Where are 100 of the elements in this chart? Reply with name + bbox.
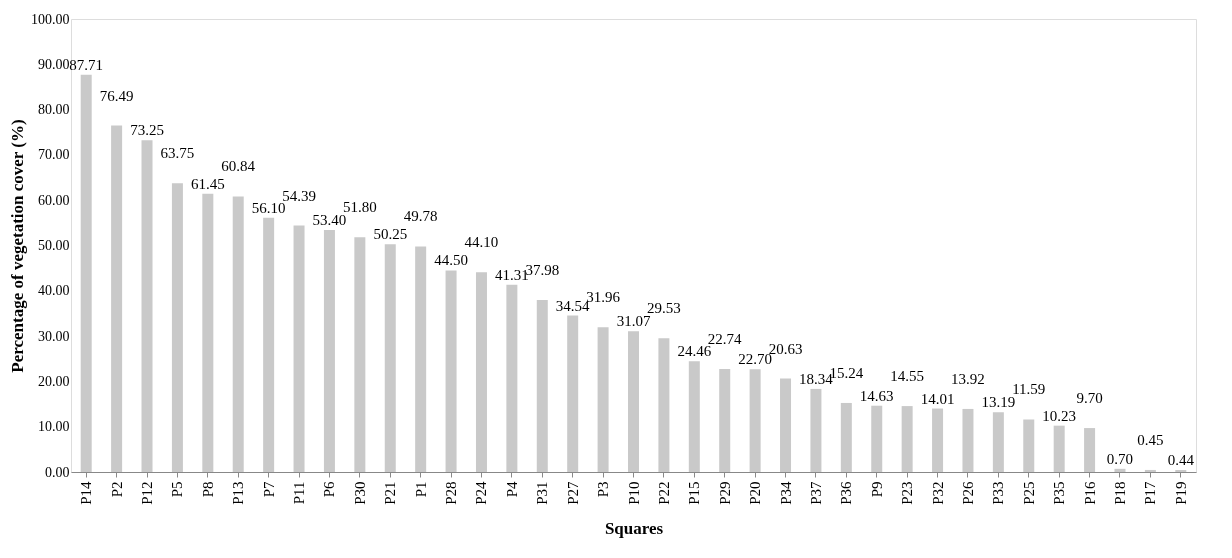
bar: [111, 125, 123, 472]
x-tick-label: P29: [716, 481, 733, 505]
x-tick-label: P36: [838, 481, 855, 505]
x-tick-label: P18: [1111, 481, 1128, 505]
bar: [445, 270, 457, 472]
x-tick-label: P25: [1020, 481, 1037, 505]
data-label: 50.25: [373, 226, 408, 243]
data-label: 9.70: [1076, 390, 1103, 407]
x-tick-label: P16: [1081, 481, 1098, 505]
data-label: 87.71: [69, 56, 104, 73]
y-tick-label: 100.00: [31, 11, 70, 27]
data-label: 0.45: [1137, 431, 1164, 448]
x-tick-label: P23: [899, 481, 916, 505]
bar: [658, 338, 670, 472]
bar: [871, 405, 883, 472]
x-tick-label: P17: [1142, 481, 1159, 505]
bar: [232, 196, 244, 472]
bar: [901, 406, 913, 472]
x-tick-label: P35: [1051, 481, 1068, 505]
x-tick-label: P5: [169, 481, 186, 498]
x-tick-label: P32: [929, 481, 946, 505]
bar: [567, 315, 579, 472]
data-label: 44.50: [434, 252, 468, 269]
x-tick-label: P31: [534, 481, 551, 505]
data-label: 49.78: [403, 208, 438, 225]
bar: [688, 361, 700, 472]
x-tick-label: P30: [351, 481, 368, 505]
bar: [1144, 469, 1156, 472]
bar: [932, 408, 944, 472]
data-label: 37.98: [525, 261, 560, 278]
bar: [1053, 425, 1065, 472]
bar: [597, 327, 609, 472]
x-tick-label: P33: [990, 481, 1007, 505]
x-tick-label: P11: [291, 481, 308, 505]
data-label: 44.10: [464, 234, 499, 251]
bar: [141, 140, 153, 472]
x-tick-label: P1: [412, 481, 429, 498]
bar: [1114, 468, 1126, 472]
x-tick-label: P9: [868, 481, 885, 498]
y-tick-label: 80.00: [38, 102, 70, 118]
bar: [293, 225, 305, 472]
x-tick-label: P3: [595, 481, 612, 498]
y-tick-label: 50.00: [38, 238, 70, 253]
bar: [810, 388, 822, 472]
data-label: 73.25: [130, 122, 164, 139]
bar: [323, 230, 335, 472]
bar: [384, 244, 396, 472]
bar: [536, 299, 548, 472]
y-tick-label: 30.00: [38, 328, 70, 344]
bar: [628, 331, 639, 472]
x-tick-label: P19: [1172, 481, 1189, 505]
y-axis-title: Percentage of vegetation cover (%): [8, 119, 27, 373]
x-tick-label: P12: [139, 481, 156, 505]
y-tick-label: 0.00: [45, 464, 70, 480]
bar: [992, 412, 1004, 472]
x-tick-label: P13: [230, 481, 247, 505]
data-label: 0.44: [1167, 452, 1195, 469]
x-tick-label: P4: [503, 481, 520, 498]
bar: [749, 369, 761, 472]
x-tick-label: P2: [108, 481, 125, 498]
x-tick-label: P15: [686, 481, 703, 505]
data-label: 54.39: [282, 187, 316, 204]
bar: [719, 368, 731, 472]
data-label: 0.70: [1106, 450, 1134, 467]
x-tick-label: P14: [78, 481, 95, 505]
x-tick-label: P22: [655, 481, 672, 505]
bar: [780, 378, 792, 472]
bar: [354, 237, 366, 472]
data-label: 14.01: [920, 390, 955, 407]
bar: [202, 193, 214, 472]
x-tick-label: P7: [260, 481, 277, 498]
data-label: 10.23: [1042, 407, 1077, 424]
x-tick-label: P27: [564, 481, 581, 505]
x-tick-label: P21: [382, 481, 399, 505]
x-tick-label: P37: [807, 481, 824, 505]
y-tick-label: 20.00: [38, 373, 70, 389]
x-tick-label: P34: [777, 481, 794, 505]
x-tick-label: P20: [747, 481, 764, 505]
data-label: 60.84: [221, 158, 256, 175]
data-label: 14.63: [859, 387, 894, 404]
y-tick-label: 40.00: [38, 283, 70, 299]
bar: [80, 74, 92, 472]
y-tick-label: 70.00: [38, 147, 70, 163]
y-tick-label: 10.00: [38, 419, 70, 435]
x-tick-label: P26: [959, 481, 976, 505]
bar: [840, 402, 852, 472]
y-tick-label: 90.00: [38, 56, 70, 72]
x-tick-label: P28: [443, 481, 460, 505]
data-label: 61.45: [190, 175, 225, 192]
bar: [506, 284, 518, 472]
data-label: 18.34: [799, 370, 834, 387]
x-tick-label: P8: [199, 481, 216, 498]
data-label: 76.49: [99, 87, 134, 104]
x-tick-label: P6: [321, 481, 338, 498]
data-label: 13.92: [951, 370, 985, 387]
bar: [263, 217, 275, 472]
x-axis-title: Squares: [604, 518, 664, 538]
y-tick-label: 60.00: [38, 192, 70, 208]
bar: [171, 183, 183, 472]
bar: [962, 408, 974, 472]
